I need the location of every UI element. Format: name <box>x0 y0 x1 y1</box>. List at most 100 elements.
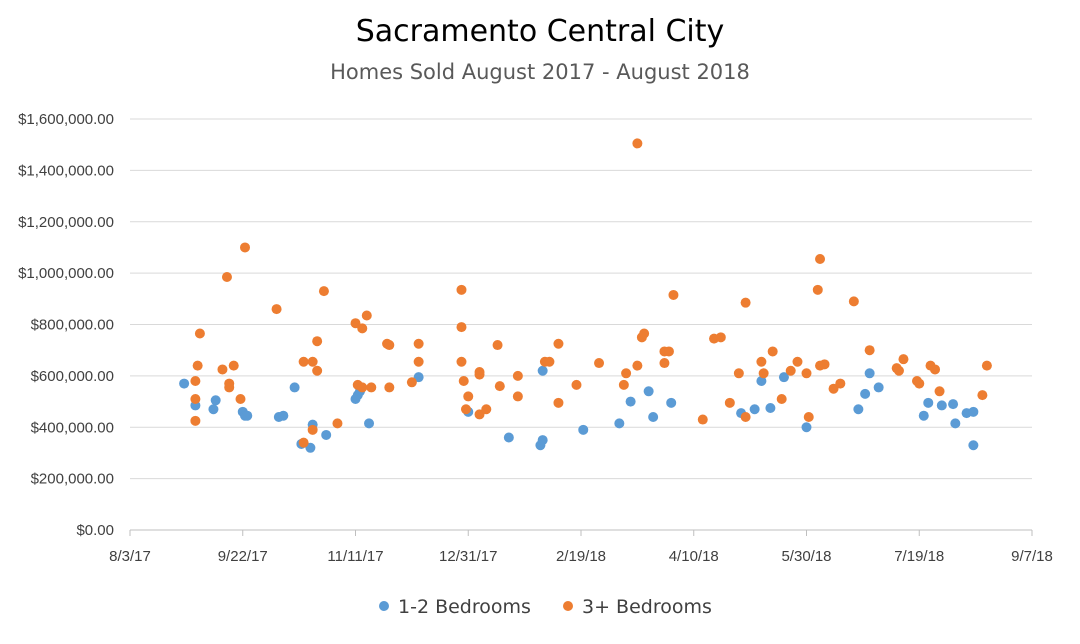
data-point <box>312 336 323 347</box>
y-tick-label: $1,600,000.00 <box>18 111 114 128</box>
legend-label: 1-2 Bedrooms <box>398 596 531 618</box>
x-tick-label: 12/31/17 <box>439 548 497 565</box>
data-point <box>553 338 564 349</box>
data-point <box>618 379 629 390</box>
data-point <box>715 332 726 343</box>
x-tick-label: 9/7/18 <box>1011 548 1053 565</box>
data-point <box>864 368 875 379</box>
axes: $0.00 $200,000.00 $400,000.00 $600,000.00 $8… <box>18 111 1053 565</box>
data-point <box>860 388 871 399</box>
data-point <box>235 393 246 404</box>
y-tick-label: $200,000.00 <box>31 471 114 488</box>
data-point <box>456 356 467 367</box>
x-tick-label: 4/10/18 <box>669 548 719 565</box>
legend-marker <box>379 601 389 611</box>
data-point <box>873 382 884 393</box>
data-point <box>803 411 814 422</box>
series-large <box>190 138 992 448</box>
data-point <box>458 376 469 387</box>
data-point <box>621 368 632 379</box>
data-point <box>512 370 523 381</box>
data-point <box>361 310 372 321</box>
data-point <box>190 376 201 387</box>
data-point <box>278 410 289 421</box>
data-point <box>190 415 201 426</box>
data-point <box>289 382 300 393</box>
data-point <box>357 323 368 334</box>
data-point <box>332 418 343 429</box>
legend: 1-2 Bedrooms 3+ Bedrooms <box>379 596 712 618</box>
data-point <box>578 424 589 435</box>
data-point <box>305 442 316 453</box>
data-point <box>934 386 945 397</box>
data-point <box>179 378 190 389</box>
data-point <box>898 354 909 365</box>
x-tick-label: 8/3/17 <box>109 548 151 565</box>
data-point <box>625 396 636 407</box>
data-point <box>758 368 769 379</box>
data-point <box>474 369 485 380</box>
data-point <box>632 138 643 149</box>
data-point <box>756 356 767 367</box>
data-point <box>659 358 670 369</box>
chart-subtitle: Homes Sold August 2017 - August 2018 <box>330 60 750 84</box>
data-point <box>776 393 787 404</box>
data-point <box>210 395 221 406</box>
data-point <box>950 418 961 429</box>
y-tick-label: $1,400,000.00 <box>18 162 114 179</box>
data-point <box>413 372 424 383</box>
data-point <box>537 435 548 446</box>
data-point <box>801 422 812 433</box>
legend-label: 3+ Bedrooms <box>582 596 712 618</box>
data-point <box>384 382 395 393</box>
data-points <box>179 138 992 453</box>
data-point <box>968 406 979 417</box>
data-point <box>756 376 767 387</box>
x-tick-label: 7/19/18 <box>894 548 944 565</box>
data-point <box>456 284 467 295</box>
data-point <box>271 304 282 315</box>
y-tick-label: $800,000.00 <box>31 317 114 334</box>
data-point <box>632 360 643 371</box>
data-point <box>357 382 368 393</box>
data-point <box>321 429 332 440</box>
data-point <box>594 358 605 369</box>
x-tick-label: 2/19/18 <box>556 548 606 565</box>
data-point <box>406 377 417 388</box>
data-point <box>208 404 219 415</box>
data-point <box>217 364 228 375</box>
x-tick-label: 9/22/17 <box>218 548 268 565</box>
data-point <box>364 418 375 429</box>
data-point <box>228 360 239 371</box>
y-tick-label: $1,200,000.00 <box>18 214 114 231</box>
data-point <box>350 318 361 329</box>
data-point <box>544 356 555 367</box>
data-point <box>914 378 925 389</box>
data-point <box>366 382 377 393</box>
data-point <box>614 418 625 429</box>
y-tick-label: $600,000.00 <box>31 368 114 385</box>
data-point <box>778 372 789 383</box>
data-point <box>765 402 776 413</box>
data-point <box>318 286 329 297</box>
data-point <box>666 397 677 408</box>
data-point <box>697 414 708 425</box>
data-point <box>474 409 485 420</box>
data-point <box>460 404 471 415</box>
data-point <box>828 383 839 394</box>
data-point <box>981 360 992 371</box>
data-point <box>413 356 424 367</box>
data-point <box>312 365 323 376</box>
data-point <box>307 424 318 435</box>
data-point <box>864 345 875 356</box>
data-point <box>749 404 760 415</box>
data-point <box>553 397 564 408</box>
data-point <box>812 284 823 295</box>
data-point <box>194 328 205 339</box>
legend-marker <box>563 601 573 611</box>
data-point <box>192 360 203 371</box>
data-point <box>571 379 582 390</box>
data-point <box>740 411 751 422</box>
